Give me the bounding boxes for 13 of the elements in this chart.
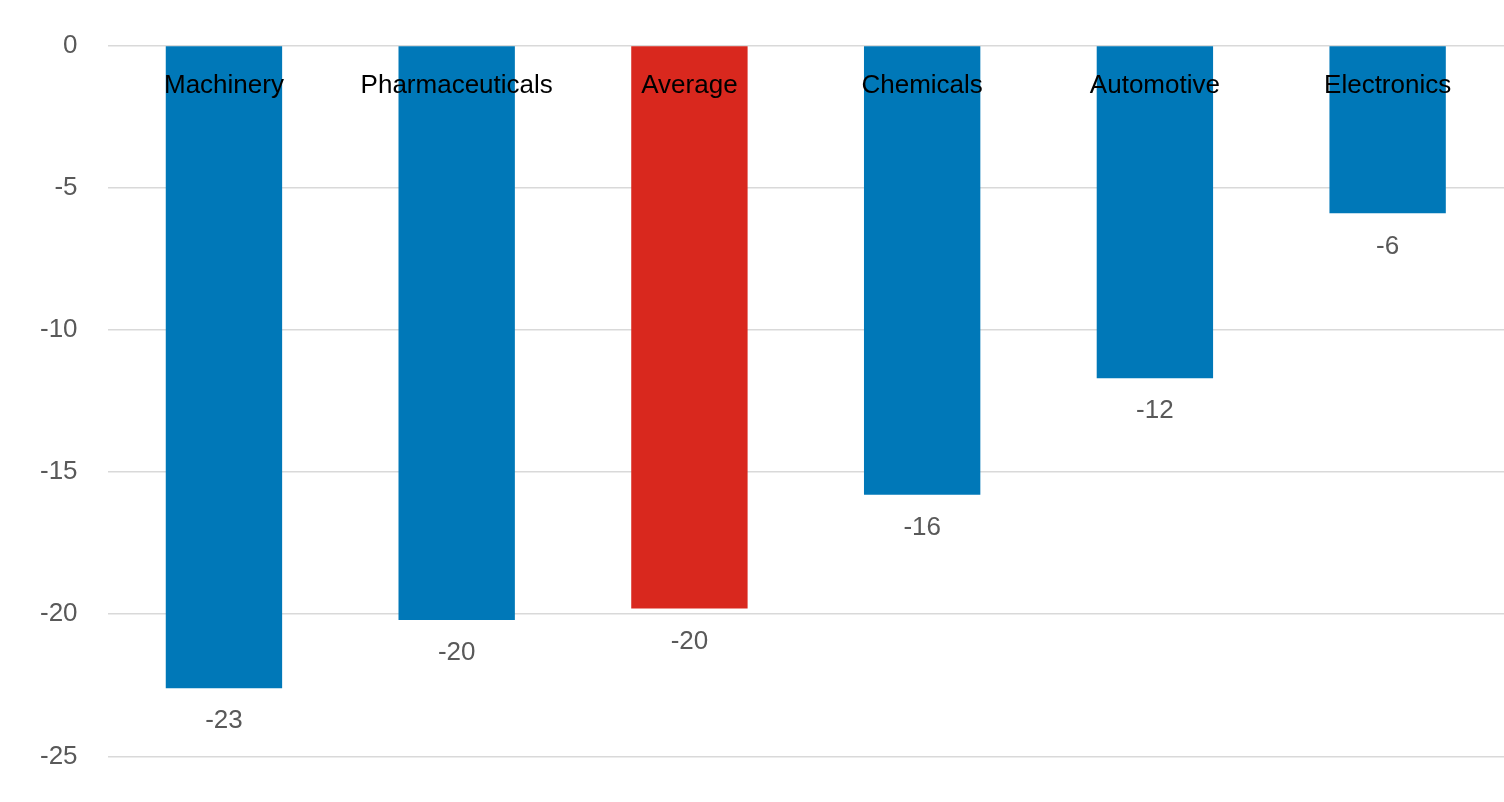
y-tick-label: -25 xyxy=(40,739,78,770)
data-label: -12 xyxy=(1136,394,1174,425)
y-tick-label: -20 xyxy=(40,597,78,628)
data-label: -20 xyxy=(670,624,709,655)
y-tick-label: -10 xyxy=(40,313,78,344)
x-tick-label: Average xyxy=(641,68,738,99)
data-label: -20 xyxy=(437,636,476,667)
y-tick-label: -15 xyxy=(40,455,78,486)
data-label: -16 xyxy=(903,511,941,541)
y-tick-label: -5 xyxy=(54,170,78,201)
data-label: -23 xyxy=(205,704,243,735)
data-label: -6 xyxy=(1376,229,1400,260)
y-tick-label: 0 xyxy=(63,28,78,59)
